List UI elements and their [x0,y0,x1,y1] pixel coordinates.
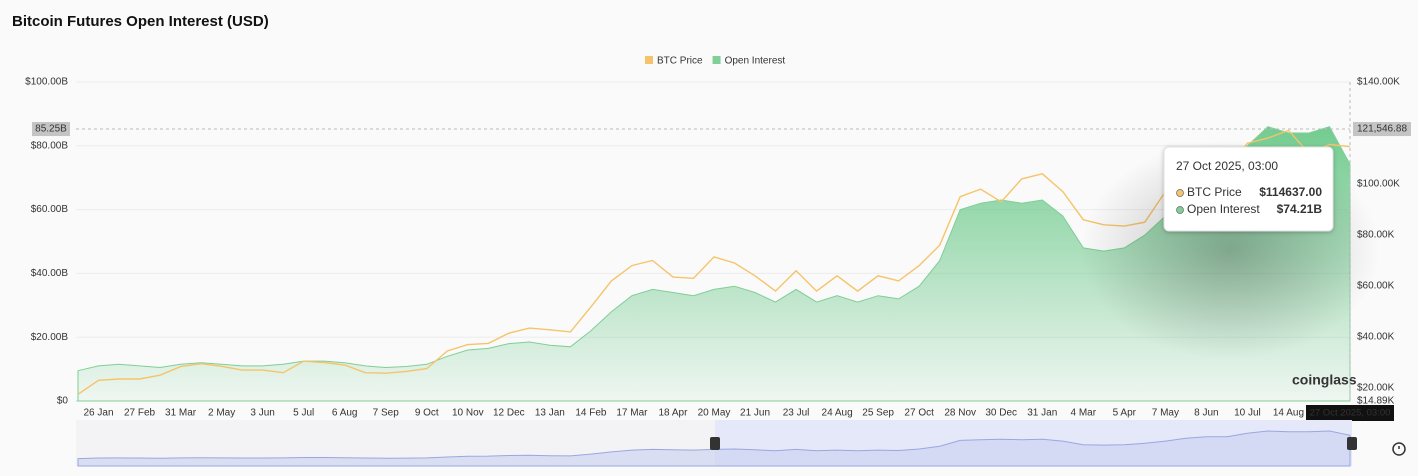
x-tick-label: 14 Aug [1273,408,1304,419]
x-tick-label: 13 Jan [535,408,565,419]
watermark: coinglass [1292,372,1357,388]
x-tick-label: 2 May [208,408,235,419]
x-tick-label: 17 Mar [616,408,648,419]
x-tick-label: 5 Jul [293,408,314,419]
crosshair-badge [1353,122,1411,137]
x-tick-label: 21 Jun [740,408,770,419]
legend-label: BTC Price [657,56,703,67]
tooltip-title: 27 Oct 2025, 03:00 [1176,159,1278,173]
y-tick-label: $80.00B [31,140,69,151]
legend-swatch [645,56,653,64]
x-tick-label: 26 Jan [84,408,114,419]
x-tick-label: 9 Oct [415,408,439,419]
legend-swatch [712,56,721,64]
x-tick-label: 18 Apr [659,408,689,419]
y-tick-label: $40.00B [31,268,69,279]
x-tick-label: 14 Feb [575,408,607,419]
y2-tick-label: $140.00K [1357,77,1400,88]
x-tick-label: 5 Apr [1113,408,1137,419]
y2-tick-label: $20.00K [1357,383,1395,394]
y2-tick-label: $40.00K [1357,332,1395,343]
legend-label: Open Interest [725,56,786,67]
chart-title: Bitcoin Futures Open Interest (USD) [12,13,269,30]
x-tick-label: 27 Feb [124,408,156,419]
settings-button[interactable] [1392,442,1406,456]
navigator-handle[interactable] [710,437,720,450]
x-tick-label: 24 Aug [822,408,853,419]
x-tick-label: 8 Jun [1194,408,1218,419]
x-tick-label: 20 May [698,408,731,419]
navigator-line [77,430,1351,467]
x-tick-label: 31 Jan [1027,408,1057,419]
y-tick-label: $20.00B [31,332,69,343]
tooltip-name: BTC Price [1187,185,1242,199]
x-tick-label: 25 Sep [862,408,894,419]
tooltip [1163,146,1334,232]
x-tick-label: 12 Dec [493,408,525,419]
tooltip-value: $74.21B [1277,202,1323,216]
y2-tick-label: $14.89K [1357,396,1395,407]
tooltip-dot [1176,206,1184,214]
x-tick-label: 7 Sep [373,408,400,419]
x-tick-label: 10 Jul [1234,408,1261,419]
x-tick-label: 4 Mar [1071,408,1097,419]
tooltip-value: $114637.00 [1259,185,1322,199]
x-tick-label: 28 Nov [944,408,976,419]
x-tick-label: 23 Jul [783,408,810,419]
x-tick-label: 27 Oct [904,408,934,419]
crosshair-x-badge [1306,405,1394,421]
x-tick-label: 6 Aug [332,408,358,419]
y-tick-label: $60.00B [31,204,69,215]
x-tick-label: 30 Dec [985,408,1017,419]
x-tick-label: 31 Mar [165,408,197,419]
x-tick-label: 3 Jun [250,408,274,419]
x-tick-label: 10 Nov [452,408,484,419]
tooltip-dot [1176,189,1184,197]
tooltip-name: Open Interest [1187,202,1260,216]
y-tick-label: $100.00B [25,77,68,88]
y2-tick-label: $60.00K [1357,281,1395,292]
crosshair-y2-label: 121,546.88 [1357,124,1407,135]
navigator-handle[interactable] [1347,437,1357,450]
x-tick-label: 7 May [1152,408,1179,419]
crosshair-x-label: 27 Oct 2025, 03:00 [1310,408,1391,419]
crosshair-y-label: 85.25B [35,124,67,135]
y-tick-label: $0 [57,396,69,407]
crosshair-badge [32,122,70,137]
y2-tick-label: $100.00K [1357,179,1400,190]
